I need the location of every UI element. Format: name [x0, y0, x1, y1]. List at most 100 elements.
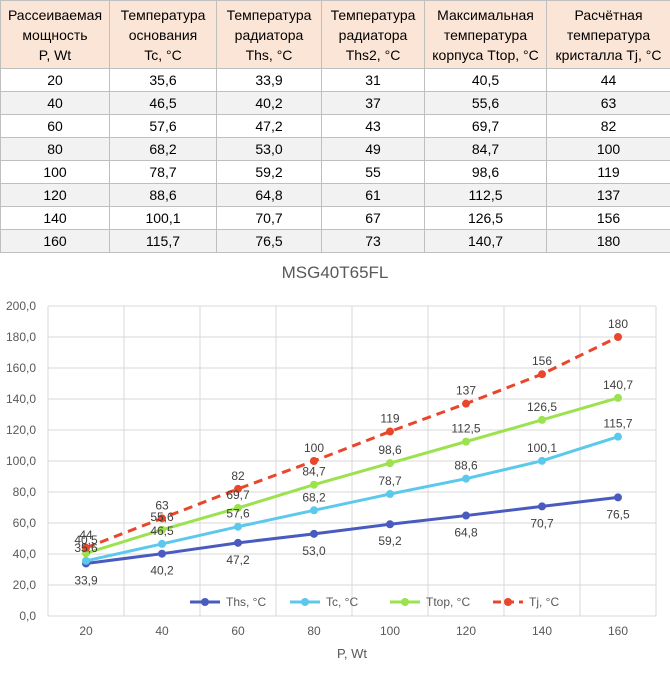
table-cell: 37 — [321, 91, 425, 115]
table-row: 140 100,1 70,7 67 126,5 156 — [0, 206, 670, 230]
data-label: 57,6 — [226, 507, 250, 521]
data-label: 137 — [456, 384, 476, 398]
header-ttop: Максимальная температура корпуса Ttop, °C — [424, 0, 547, 69]
table-row: 160 115,7 76,5 73 140,7 180 — [0, 229, 670, 253]
table-row: 20 35,6 33,9 31 40,5 44 — [0, 68, 670, 92]
data-label: 59,2 — [378, 534, 402, 548]
data-point — [234, 538, 242, 547]
data-label: 68,2 — [302, 490, 326, 504]
table-cell: 40,2 — [216, 91, 322, 115]
table-cell: 55 — [321, 160, 425, 184]
table-cell: 100,1 — [109, 206, 217, 230]
table-cell: 61 — [321, 183, 425, 207]
data-table: Рассеиваемая мощность P, Wt Температура осн… — [0, 0, 670, 253]
data-point — [614, 493, 622, 502]
y-tick-label: 200,0 — [6, 299, 36, 313]
table-cell: 55,6 — [424, 91, 547, 115]
data-point — [386, 459, 394, 468]
data-point — [538, 415, 546, 424]
series-line-2 — [85, 396, 619, 555]
series-line-1 — [85, 435, 619, 563]
data-point — [614, 393, 622, 402]
header-tj: Расчётная температура кристалла Tj, °C — [546, 0, 670, 69]
data-point — [310, 480, 318, 489]
table-cell: 160 — [0, 229, 110, 253]
y-tick-label: 160,0 — [6, 361, 36, 375]
data-label: 40,5 — [74, 533, 98, 547]
table-row: 40 46,5 40,2 37 55,6 63 — [0, 91, 670, 115]
table-header-row: Рассеиваемая мощность P, Wt Температура осн… — [0, 0, 670, 69]
legend-label: Tj, °C — [529, 595, 559, 609]
y-tick-label: 80,0 — [13, 485, 37, 499]
table-cell: 49 — [321, 137, 425, 161]
data-point — [158, 514, 166, 523]
table-cell: 53,0 — [216, 137, 322, 161]
table-cell: 84,7 — [424, 137, 547, 161]
series-line-3 — [85, 335, 619, 550]
table-cell: 82 — [546, 114, 670, 138]
data-point — [310, 529, 318, 538]
x-tick-label: 160 — [608, 624, 628, 638]
data-label: 63 — [155, 498, 169, 512]
data-point — [462, 437, 470, 446]
data-point — [310, 457, 318, 465]
x-tick-label: 100 — [380, 624, 400, 638]
data-label: 126,5 — [527, 400, 557, 414]
table-cell: 33,9 — [216, 68, 322, 92]
legend-marker — [504, 598, 512, 606]
table-cell: 76,5 — [216, 229, 322, 253]
table-cell: 63 — [546, 91, 670, 115]
header-tc: Температура основания Tc, °C — [109, 0, 217, 69]
y-tick-label: 100,0 — [6, 454, 36, 468]
y-tick-label: 20,0 — [13, 578, 37, 592]
table-cell: 59,2 — [216, 160, 322, 184]
data-point — [386, 427, 394, 436]
table-row: 80 68,2 53,0 49 84,7 100 — [0, 137, 670, 161]
data-label: 33,9 — [74, 573, 98, 587]
x-tick-label: 120 — [456, 624, 476, 638]
x-axis-label: P, Wt — [337, 646, 367, 661]
data-label: 140,7 — [603, 378, 633, 392]
x-tick-label: 20 — [79, 624, 93, 638]
data-label: 84,7 — [302, 465, 326, 479]
legend-label: Ttop, °C — [426, 595, 470, 609]
table-cell: 112,5 — [424, 183, 547, 207]
table-cell: 73 — [321, 229, 425, 253]
table-cell: 126,5 — [424, 206, 547, 230]
table-cell: 64,8 — [216, 183, 322, 207]
data-label: 76,5 — [606, 507, 630, 521]
data-point — [462, 399, 470, 408]
table-cell: 140 — [0, 206, 110, 230]
data-point — [614, 432, 622, 441]
table-cell: 46,5 — [109, 91, 217, 115]
data-label: 35,6 — [74, 541, 98, 555]
x-tick-label: 60 — [231, 624, 245, 638]
header-ths: Температура радиатора Ths, °C — [216, 0, 322, 69]
series-line-0 — [85, 495, 619, 565]
data-point — [538, 370, 546, 379]
data-label: 88,6 — [454, 459, 478, 473]
data-point — [538, 456, 546, 465]
data-point — [158, 539, 166, 548]
table-cell: 88,6 — [109, 183, 217, 207]
table-cell: 44 — [546, 68, 670, 92]
data-point — [462, 511, 470, 520]
data-label: 47,2 — [226, 553, 250, 567]
data-label: 70,7 — [530, 516, 554, 530]
header-ths2: Температура радиатора Ths2, °C — [321, 0, 425, 69]
chart-area: MSG40T65FL 0,0 20,0 40,0 60,0 80,0 100,0 120,0 1… — [0, 253, 670, 673]
legend-label: Tc, °C — [326, 595, 358, 609]
table-cell: 70,7 — [216, 206, 322, 230]
data-label: 98,6 — [378, 443, 402, 457]
data-label: 180 — [608, 317, 628, 331]
data-label: 112,5 — [451, 422, 480, 436]
legend-label: Ths, °C — [226, 595, 266, 609]
data-point — [386, 490, 394, 499]
legend-marker — [201, 598, 209, 606]
data-label: 44 — [79, 528, 93, 542]
table-cell: 115,7 — [109, 229, 217, 253]
y-tick-label: 40,0 — [13, 547, 37, 561]
table-cell: 69,7 — [424, 114, 547, 138]
table-cell: 60 — [0, 114, 110, 138]
data-label: 82 — [231, 469, 245, 483]
